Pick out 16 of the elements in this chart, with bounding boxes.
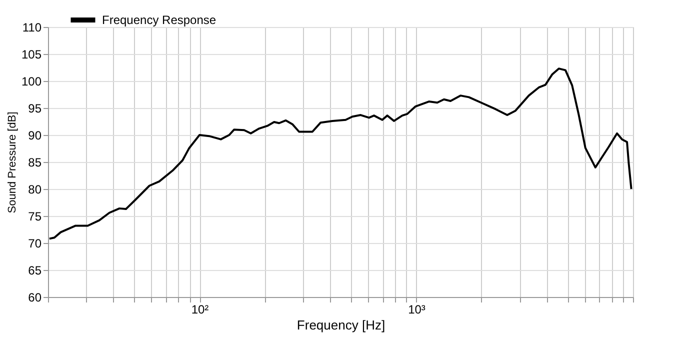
x-axis-title: Frequency [Hz] [296,318,386,332]
x-tick-label: 10³ [408,302,426,316]
y-axis-title: Sound Pressure [dB] [6,112,18,214]
y-tick-label: 65 [28,264,42,278]
y-tick-label: 85 [28,156,42,170]
y-tick-label: 105 [21,48,42,62]
legend-label: Frequency Response [102,13,216,27]
y-tick-label: 80 [28,182,42,196]
y-tick-label: 110 [22,20,42,34]
y-tick-label: 100 [21,74,42,88]
y-tick-label: 95 [28,102,42,116]
y-tick-label: 70 [28,236,42,250]
y-tick-label: 90 [28,128,42,142]
y-tick-label: 60 [28,290,42,304]
x-tick-label: 10² [191,302,209,316]
y-tick-label: 75 [28,210,42,224]
